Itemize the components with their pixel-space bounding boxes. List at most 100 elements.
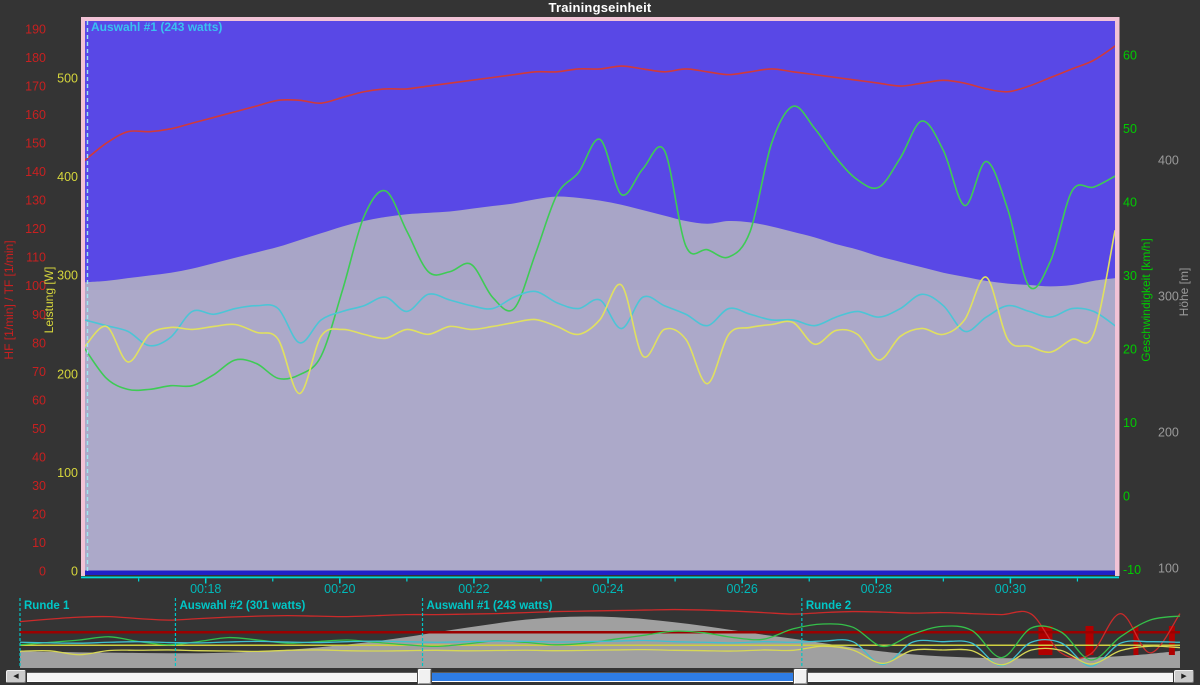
hf-tick-label: 50 <box>32 422 46 436</box>
hf-axis-title: HF [1/min] / TF [1/min] <box>2 240 16 359</box>
geschwindigkeit-tick-label: 40 <box>1123 195 1137 209</box>
x-axis-tick-label: 00:24 <box>592 582 623 596</box>
x-axis-minor-tick <box>942 578 944 582</box>
x-axis-tick-label: 00:22 <box>458 582 489 596</box>
main-line-leistung <box>84 230 1116 395</box>
hf-tick-label: 170 <box>25 80 46 94</box>
leistung-tick-label: 100 <box>57 466 78 480</box>
plot-border-left <box>81 17 85 576</box>
leistung-tick-label: 500 <box>57 71 78 85</box>
scrollbar-thumb-left[interactable] <box>416 668 432 685</box>
main-area-shade <box>85 290 1115 571</box>
hoehe-axis: 400 300 200 100 <box>1158 153 1179 575</box>
hf-tick-label: 20 <box>32 507 46 521</box>
geschwindigkeit-tick-label: -10 <box>1123 563 1141 577</box>
geschwindigkeit-tick-label: 20 <box>1123 342 1137 356</box>
scroll-left-button[interactable]: ◀ <box>6 670 26 683</box>
overview-line-leistung <box>19 645 1181 666</box>
x-axis-minor-tick <box>138 578 140 582</box>
x-axis-tick <box>607 578 609 584</box>
overview-group: Runde 1 Auswahl #2 (301 watts) Auswahl #1 … <box>19 598 1181 668</box>
x-axis-tick <box>1009 578 1012 584</box>
hf-tick-label: 180 <box>25 51 46 65</box>
hoehe-tick-label: 200 <box>1158 425 1179 439</box>
hf-tick-label: 60 <box>32 393 46 407</box>
selection-annotation: Auswahl #1 (243 watts) <box>91 20 222 34</box>
hf-tick-label: 150 <box>25 137 46 151</box>
leistung-axis: 500 400 300 200 100 0 <box>57 71 78 578</box>
hf-tick-label: 110 <box>26 251 46 265</box>
hf-tick-label: 100 <box>25 279 46 293</box>
x-axis-minor-tick <box>540 578 542 582</box>
leistung-tick-label: 400 <box>57 170 78 184</box>
hf-tick-label: 70 <box>32 365 46 379</box>
window-title-text: Trainingseinheit <box>548 0 652 15</box>
x-axis-minor-tick <box>674 578 676 582</box>
x-axis-tick-label: 00:26 <box>727 582 758 596</box>
geschwindigkeit-axis-title: Geschwindigkeit [km/h] <box>1139 238 1153 361</box>
overview-marker-label: Auswahl #1 (243 watts) <box>427 600 553 612</box>
x-axis-tick <box>875 578 878 584</box>
main-line-hf <box>84 45 1116 162</box>
training-chart-canvas[interactable]: Auswahl #1 (243 watts)00:18 00:20 00:22 00:… <box>0 0 1200 668</box>
overview-area-hoehe <box>20 616 1180 668</box>
x-axis-tick <box>339 578 341 584</box>
hf-axis: 1901801701601501401301201101009080706050… <box>25 22 46 578</box>
x-axis-tick-label: 00:18 <box>190 582 221 596</box>
overview-line-tf <box>19 639 1181 667</box>
geschwindigkeit-tick-label: 60 <box>1123 48 1137 62</box>
scrollbar-selected-range[interactable] <box>422 673 799 681</box>
scrollbar-thumb-right[interactable] <box>792 668 808 685</box>
hf-tick-label: 40 <box>32 450 46 464</box>
horizontal-scrollbar[interactable]: ◀ ▶ <box>0 668 1200 685</box>
baseline-band <box>85 570 1115 575</box>
hf-tick-label: 30 <box>32 479 46 493</box>
geschwindigkeit-tick-label: 30 <box>1123 269 1137 283</box>
x-axis-tick-label: 00:20 <box>324 582 355 596</box>
x-axis-minor-tick <box>272 578 274 582</box>
hf-tick-label: 10 <box>32 536 46 550</box>
hf-tick-label: 190 <box>25 22 46 36</box>
hf-tick-label: 90 <box>32 308 46 322</box>
x-axis-minor-tick <box>1076 578 1079 582</box>
plot-border-right <box>1115 17 1120 576</box>
geschwindigkeit-tick-label: 0 <box>1123 490 1130 504</box>
hf-tick-label: 0 <box>39 565 46 579</box>
x-axis: 00:18 00:20 00:22 00:24 00:26 00:28 00:30 <box>138 578 1079 596</box>
leistung-tick-label: 200 <box>57 367 78 381</box>
geschwindigkeit-axis: 60 50 40 30 20 10 0 -10 <box>1123 48 1141 577</box>
window-title: Trainingseinheit <box>0 0 1200 17</box>
overview-dropout-bar <box>1168 626 1175 655</box>
hf-tick-label: 130 <box>25 194 46 208</box>
x-axis-minor-tick <box>406 578 408 582</box>
overview-dropout-bar <box>1085 626 1094 655</box>
overview-marker-label: Runde 1 <box>24 600 70 612</box>
hf-tick-label: 140 <box>25 165 46 179</box>
leistung-tick-label: 0 <box>71 565 78 579</box>
x-axis-line <box>81 576 1119 579</box>
leistung-tick-label: 300 <box>57 269 78 283</box>
x-axis-tick <box>741 578 743 584</box>
overview-marker-label: Runde 2 <box>806 600 851 612</box>
geschwindigkeit-tick-label: 10 <box>1123 416 1137 430</box>
x-axis-tick <box>204 578 207 584</box>
overview-marker-label: Auswahl #2 (301 watts) <box>179 600 305 612</box>
x-axis-tick <box>473 578 475 584</box>
x-axis-tick-label: 00:28 <box>861 582 892 596</box>
x-axis-minor-tick <box>808 578 810 582</box>
geschwindigkeit-tick-label: 50 <box>1123 122 1137 136</box>
main-series-group <box>84 45 1116 571</box>
x-axis-tick-label: 00:30 <box>995 582 1026 596</box>
hoehe-tick-label: 400 <box>1158 153 1179 167</box>
scroll-right-button[interactable]: ▶ <box>1174 670 1194 683</box>
hoehe-tick-label: 300 <box>1158 289 1179 303</box>
overview-line-hf <box>19 608 1181 659</box>
scrollbar-track[interactable] <box>27 672 1173 682</box>
hf-tick-label: 80 <box>32 336 46 350</box>
plot-border-top <box>81 17 1119 21</box>
hoehe-tick-label: 100 <box>1158 562 1179 576</box>
main-line-tf <box>84 290 1116 347</box>
hf-tick-label: 120 <box>25 222 46 236</box>
leistung-axis-title: Leistung [W] <box>42 267 56 334</box>
